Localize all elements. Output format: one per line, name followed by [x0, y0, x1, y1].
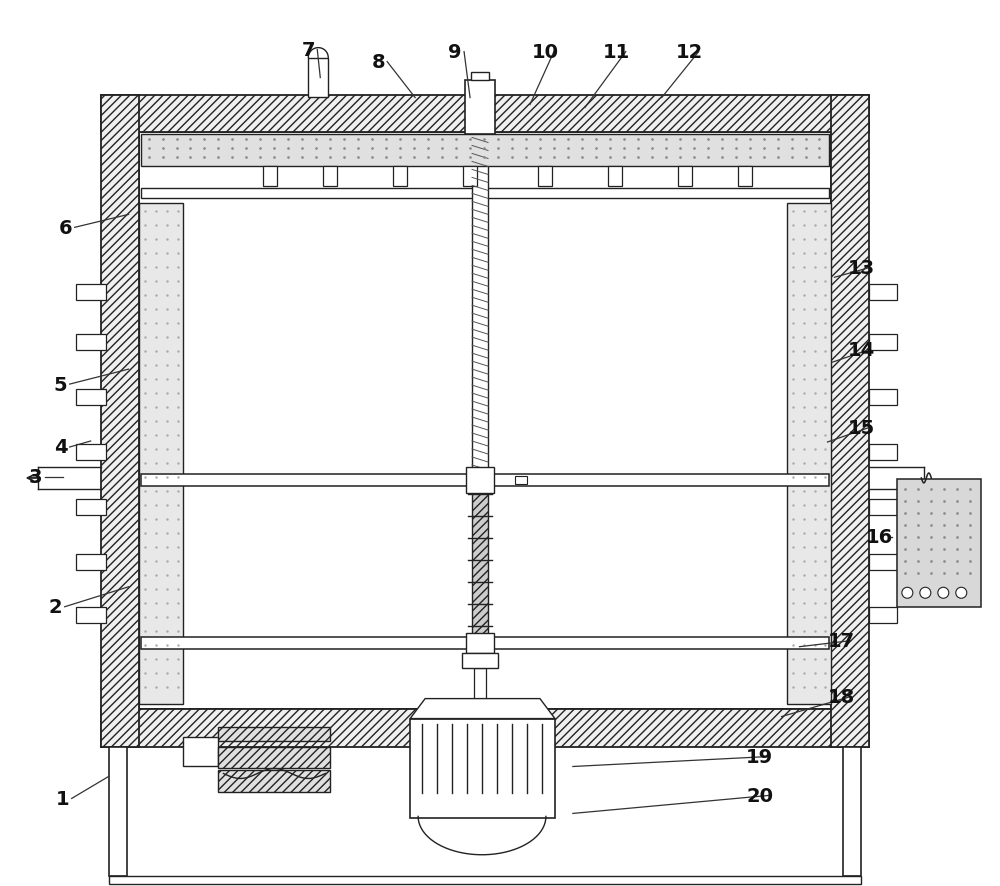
- Bar: [308, 58, 328, 97]
- Text: 17: 17: [828, 632, 855, 650]
- Text: 2: 2: [49, 597, 63, 617]
- Bar: [141, 190, 829, 199]
- Bar: [393, 167, 407, 187]
- Bar: [869, 335, 897, 351]
- Bar: [474, 668, 486, 709]
- Bar: [608, 167, 622, 187]
- Bar: [263, 167, 277, 187]
- Bar: [139, 204, 183, 703]
- Bar: [141, 474, 829, 486]
- Bar: [183, 736, 218, 766]
- Bar: [109, 747, 127, 876]
- Bar: [410, 719, 555, 819]
- Circle shape: [920, 587, 931, 599]
- Text: 6: 6: [59, 219, 72, 237]
- Text: 12: 12: [676, 43, 703, 62]
- Circle shape: [956, 587, 967, 599]
- Bar: [472, 486, 488, 637]
- Bar: [474, 709, 488, 754]
- Bar: [109, 876, 861, 884]
- Bar: [141, 136, 829, 167]
- Bar: [76, 335, 106, 351]
- Bar: [218, 727, 330, 741]
- Bar: [869, 445, 897, 461]
- Bar: [76, 555, 106, 571]
- Text: 7: 7: [302, 41, 315, 60]
- Bar: [787, 204, 831, 703]
- Bar: [76, 500, 106, 516]
- Bar: [869, 285, 897, 301]
- Bar: [538, 167, 552, 187]
- Bar: [141, 637, 829, 649]
- Bar: [843, 747, 861, 876]
- Text: 1: 1: [56, 789, 69, 808]
- Text: 11: 11: [603, 43, 630, 62]
- Bar: [462, 653, 498, 668]
- Bar: [869, 390, 897, 406]
- Bar: [869, 607, 897, 623]
- Text: 5: 5: [54, 375, 68, 394]
- Bar: [869, 500, 897, 516]
- Bar: [869, 555, 897, 571]
- Text: 13: 13: [848, 259, 875, 277]
- Text: 4: 4: [54, 438, 68, 457]
- Bar: [76, 285, 106, 301]
- Bar: [101, 96, 139, 747]
- Text: 14: 14: [848, 340, 875, 359]
- Text: 18: 18: [828, 688, 855, 706]
- Text: 10: 10: [531, 43, 558, 62]
- Bar: [76, 607, 106, 623]
- Bar: [897, 479, 981, 607]
- Text: 20: 20: [746, 786, 773, 805]
- Bar: [738, 167, 752, 187]
- Text: 8: 8: [371, 53, 385, 72]
- Bar: [101, 96, 869, 133]
- Bar: [466, 633, 494, 653]
- Bar: [465, 81, 495, 136]
- Bar: [831, 96, 869, 747]
- Text: 15: 15: [848, 418, 875, 437]
- Bar: [76, 445, 106, 461]
- Text: 16: 16: [866, 528, 893, 547]
- Circle shape: [902, 587, 913, 599]
- Bar: [463, 167, 477, 187]
- Bar: [678, 167, 692, 187]
- Bar: [515, 477, 527, 485]
- Bar: [101, 709, 869, 747]
- Bar: [76, 390, 106, 406]
- Bar: [323, 167, 337, 187]
- Bar: [139, 133, 831, 709]
- Bar: [218, 747, 330, 769]
- Bar: [472, 136, 488, 474]
- Polygon shape: [410, 699, 555, 719]
- Circle shape: [938, 587, 949, 599]
- Bar: [471, 73, 489, 81]
- Text: 19: 19: [746, 747, 773, 766]
- Bar: [466, 468, 494, 494]
- Text: 3: 3: [29, 468, 42, 487]
- Text: 9: 9: [448, 43, 462, 62]
- Bar: [218, 771, 330, 793]
